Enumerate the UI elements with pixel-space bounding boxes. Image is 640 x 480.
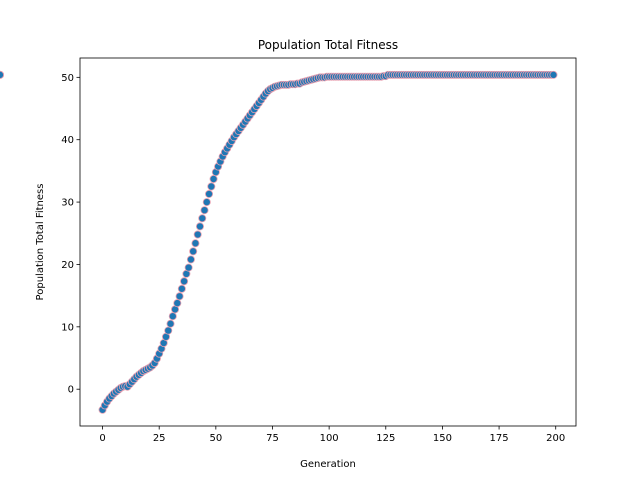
point xyxy=(198,214,207,223)
point xyxy=(193,230,202,239)
x-tick-label: 0 xyxy=(99,433,105,444)
x-axis-label: Generation xyxy=(300,459,356,470)
point xyxy=(180,277,189,286)
point xyxy=(209,175,218,184)
chart-title: Population Total Fitness xyxy=(258,38,398,52)
point xyxy=(186,255,195,264)
point xyxy=(205,189,214,198)
point xyxy=(177,284,186,293)
x-tick-label: 200 xyxy=(546,433,565,444)
point xyxy=(164,326,173,335)
point xyxy=(191,239,200,248)
plot-area: 0 25 50 75 100 125 150 175 200 0 10 20 30 40 50 xyxy=(0,70,565,444)
y-tick-label: 30 xyxy=(61,198,74,209)
x-tick-label: 150 xyxy=(433,433,452,444)
x-tick-label: 75 xyxy=(266,433,279,444)
x-tick-label: 25 xyxy=(153,433,166,444)
point xyxy=(184,263,193,272)
y-tick-label: 0 xyxy=(68,385,74,396)
point xyxy=(195,222,204,231)
point xyxy=(549,70,558,79)
point xyxy=(168,312,177,321)
point xyxy=(200,206,209,215)
point xyxy=(202,198,211,207)
y-tick-label: 50 xyxy=(61,73,74,84)
x-tick-label: 50 xyxy=(209,433,222,444)
y-tick-label: 40 xyxy=(61,135,74,146)
x-tick-label: 175 xyxy=(490,433,509,444)
x-tick-label: 100 xyxy=(320,433,339,444)
point xyxy=(189,247,198,256)
point xyxy=(166,319,175,328)
y-tick-label: 20 xyxy=(61,260,74,271)
y-tick-label: 10 xyxy=(61,322,74,333)
axes-frame xyxy=(79,57,577,427)
point xyxy=(207,182,216,191)
point xyxy=(173,299,182,308)
y-axis-label: Population Total Fitness xyxy=(35,184,46,301)
x-tick-label: 125 xyxy=(376,433,395,444)
point xyxy=(0,70,4,79)
point xyxy=(175,292,184,301)
